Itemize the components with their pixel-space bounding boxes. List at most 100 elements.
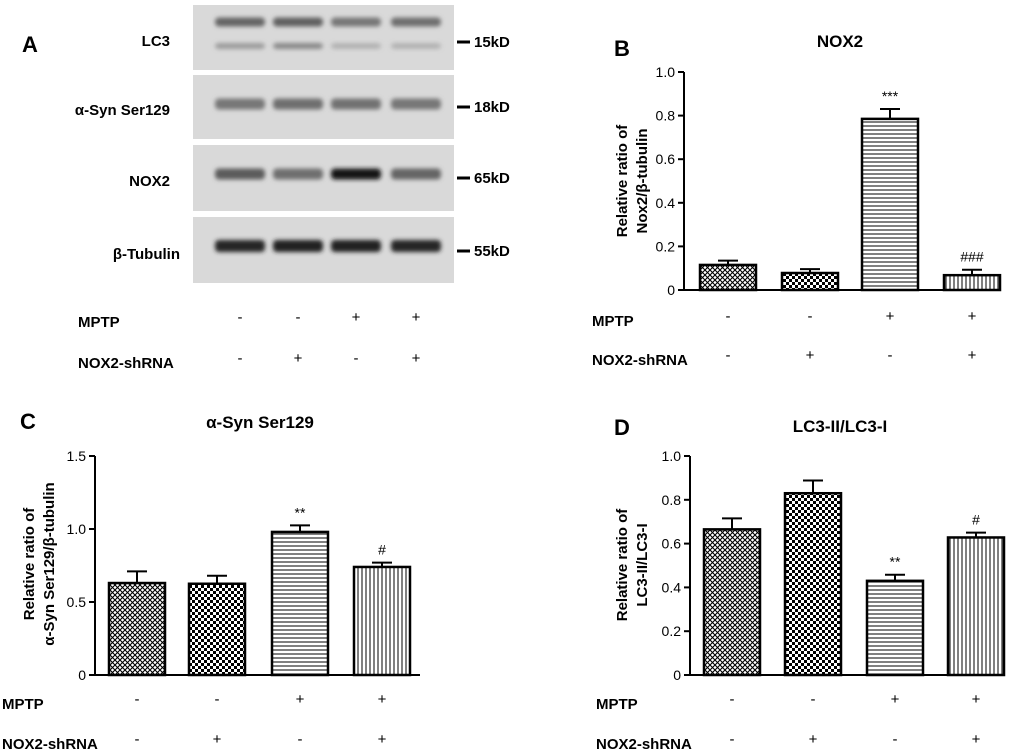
blot-condition-label-mptp: MPTP	[78, 314, 120, 331]
y-tick-label: 0	[667, 282, 675, 298]
condition-mark: -	[238, 309, 243, 326]
blot-band	[273, 98, 323, 110]
blot-band	[273, 240, 323, 252]
y-tick-label: 1.0	[662, 448, 682, 464]
condition-mark: -	[215, 691, 220, 708]
chart-panel-b: B NOX2 Relative ratio of Nox2/β-tubulin …	[592, 32, 1002, 369]
condition-mark: -	[296, 309, 301, 326]
condition-label: NOX2-shRNA	[596, 736, 692, 752]
y-tick-label: 1.5	[67, 448, 87, 464]
blot-size-marker-nox2: 65kD	[474, 170, 510, 187]
condition-mark: -	[811, 691, 816, 708]
bar	[860, 117, 920, 292]
blot-band	[273, 17, 323, 27]
condition-mark: +	[968, 308, 977, 325]
bar	[865, 579, 925, 677]
blot-size-marker-lc3: 15kD	[474, 34, 510, 51]
condition-mark: +	[294, 350, 303, 367]
blot-strips	[193, 5, 454, 283]
blot-band	[273, 43, 323, 49]
y-tick-label: 0.4	[656, 195, 676, 211]
chart-panel-d: D LC3-II/LC3-I Relative ratio of LC3-II/…	[596, 415, 1006, 752]
blot-condition-marks: - - + + - + - +	[238, 309, 421, 367]
condition-mark: +	[412, 350, 421, 367]
ylabel-c-line2: α-Syn Ser129/β-tubulin	[41, 482, 58, 645]
condition-label: NOX2-shRNA	[592, 352, 688, 369]
plot-area-c: 0 0.5 1.0 1.5 ** # MPTP - - + + NOX2-shRNA - + - +	[2, 448, 420, 752]
blot-row-label-nox2: NOX2	[129, 173, 170, 190]
condition-mark: +	[352, 309, 361, 326]
condition-mark: -	[135, 691, 140, 708]
condition-mark: -	[888, 347, 893, 364]
blot-band	[391, 43, 441, 49]
condition-mark: -	[354, 350, 359, 367]
blot-band	[391, 17, 441, 27]
blot-band	[331, 98, 381, 110]
blot-size-marker-asyn: 18kD	[474, 99, 510, 116]
blot-row-label-lc3: LC3	[142, 33, 170, 50]
chart-title-c: α-Syn Ser129	[206, 413, 314, 432]
significance-label: #	[378, 542, 386, 558]
chart-title-d: LC3-II/LC3-I	[793, 417, 887, 436]
y-tick-label: 0.6	[662, 536, 682, 552]
blot-band	[331, 168, 381, 180]
blot-row-label-asyn: α-Syn Ser129	[75, 102, 170, 119]
condition-label: NOX2-shRNA	[2, 736, 98, 752]
blot-band	[215, 240, 265, 252]
ylabel-b-line2: Nox2/β-tubulin	[634, 129, 651, 234]
significance-label: **	[890, 554, 901, 570]
bar	[942, 273, 1002, 292]
condition-mark: -	[730, 691, 735, 708]
condition-label: MPTP	[2, 696, 44, 713]
blot-band	[215, 43, 265, 49]
blot-condition-label-shrna: NOX2-shRNA	[78, 355, 174, 372]
condition-mark: -	[808, 308, 813, 325]
condition-mark: +	[968, 347, 977, 364]
condition-mark: +	[378, 691, 387, 708]
ylabel-d-line1: Relative ratio of	[614, 508, 631, 622]
y-tick-label: 0.5	[67, 594, 87, 610]
condition-mark: -	[726, 308, 731, 325]
condition-mark: +	[972, 731, 981, 748]
y-tick-label: 0.8	[662, 492, 682, 508]
bar	[702, 528, 762, 677]
bar	[783, 491, 843, 677]
bar	[352, 565, 412, 677]
ylabel-c-line1: Relative ratio of	[21, 507, 38, 621]
condition-mark: +	[378, 731, 387, 748]
significance-label: ###	[960, 249, 984, 265]
blot-panel: A LC3 α-Syn Ser129 NOX2 β-Tubulin 15kD 1…	[22, 5, 510, 372]
condition-mark: +	[213, 731, 222, 748]
blot-band	[391, 240, 441, 252]
condition-mark: +	[891, 691, 900, 708]
bar	[698, 263, 758, 292]
blot-strip	[193, 5, 454, 70]
blot-band	[331, 240, 381, 252]
panel-label-b: B	[614, 36, 630, 61]
blot-band	[331, 43, 381, 49]
bar	[270, 530, 330, 677]
condition-mark: -	[893, 731, 898, 748]
ylabel-d-line2: LC3-II/LC3-I	[634, 523, 651, 606]
condition-mark: +	[886, 308, 895, 325]
y-tick-label: 0.6	[656, 151, 676, 167]
condition-mark: -	[298, 731, 303, 748]
blot-band	[273, 168, 323, 180]
blot-band	[391, 98, 441, 110]
y-tick-label: 0.4	[662, 579, 682, 595]
ylabel-b-line1: Relative ratio of	[614, 124, 631, 238]
panel-label-a: A	[22, 32, 38, 57]
condition-mark: -	[135, 731, 140, 748]
blot-band	[331, 17, 381, 27]
bar	[187, 582, 247, 677]
y-tick-label: 0	[673, 667, 681, 683]
y-tick-label: 0.2	[662, 623, 682, 639]
panel-label-d: D	[614, 415, 630, 440]
plot-area-d: 0 0.2 0.4 0.6 0.8 1.0 ** # MPTP - - + + NOX2-shRNA - + -…	[596, 448, 1006, 752]
condition-mark: +	[412, 309, 421, 326]
blot-band	[391, 168, 441, 180]
y-tick-label: 1.0	[67, 521, 87, 537]
y-tick-label: 0.2	[656, 238, 676, 254]
significance-label: #	[972, 512, 980, 528]
